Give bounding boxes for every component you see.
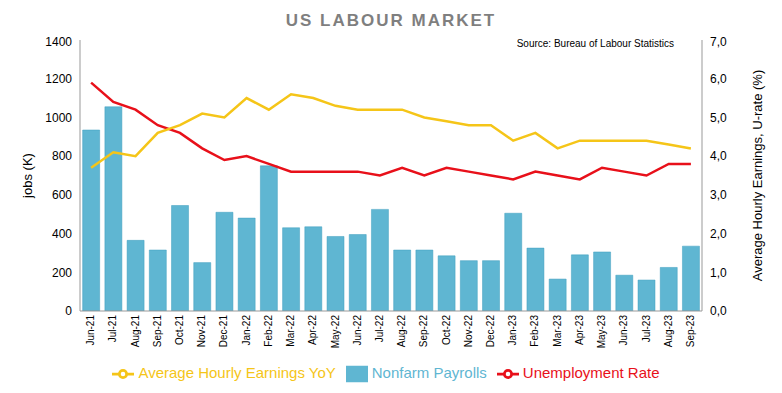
svg-text:Sep-22: Sep-22 — [418, 315, 429, 348]
svg-text:2,0: 2,0 — [710, 227, 727, 241]
svg-text:Oct-21: Oct-21 — [174, 315, 185, 345]
svg-text:Aug-23: Aug-23 — [663, 315, 674, 348]
svg-text:Dec-22: Dec-22 — [485, 315, 496, 348]
html-text:Unemployment Rate: Unemployment Rate — [522, 364, 660, 381]
svg-text:4,0: 4,0 — [710, 149, 727, 163]
svg-text:600: 600 — [52, 188, 72, 202]
svg-text:200: 200 — [52, 266, 72, 280]
html-text:US LABOUR MARKET: US LABOUR MARKET — [285, 11, 497, 30]
svg-text:Average Hourly Earnings, U-rat: Average Hourly Earnings, U-rate (%) — [750, 70, 765, 281]
svg-text:0,0: 0,0 — [710, 304, 727, 318]
svg-text:Nov-22: Nov-22 — [463, 315, 474, 348]
html-text:Source: Bureau of Labour Stati: Source: Bureau of Labour Statistics — [516, 38, 674, 49]
svg-text:400: 400 — [52, 227, 72, 241]
svg-text:Sep-21: Sep-21 — [152, 315, 163, 348]
svg-text:0: 0 — [65, 304, 72, 318]
svg-text:5,0: 5,0 — [710, 111, 727, 125]
svg-text:Apr-22: Apr-22 — [307, 315, 318, 345]
svg-text:1000: 1000 — [45, 111, 72, 125]
svg-text:1400: 1400 — [45, 35, 72, 49]
svg-text:Dec-21: Dec-21 — [218, 315, 229, 348]
svg-text:Jan-22: Jan-22 — [241, 315, 252, 346]
svg-text:Mar-23: Mar-23 — [552, 315, 563, 347]
svg-text:Aug-21: Aug-21 — [130, 315, 141, 348]
svg-text:Jul-22: Jul-22 — [374, 315, 385, 343]
svg-text:Feb-23: Feb-23 — [529, 315, 540, 347]
svg-text:May-22: May-22 — [330, 315, 341, 349]
svg-text:1,0: 1,0 — [710, 266, 727, 280]
svg-text:Sep-23: Sep-23 — [685, 315, 696, 348]
svg-text:6,0: 6,0 — [710, 72, 727, 86]
svg-text:7,0: 7,0 — [710, 35, 727, 49]
svg-text:800: 800 — [52, 149, 72, 163]
svg-text:jobs (K): jobs (K) — [20, 153, 35, 199]
svg-text:Jun-22: Jun-22 — [352, 315, 363, 346]
svg-text:Apr-23: Apr-23 — [574, 315, 585, 345]
svg-text:May-23: May-23 — [596, 315, 607, 349]
svg-text:Jun-23: Jun-23 — [618, 315, 629, 346]
svg-text:Jul-23: Jul-23 — [641, 315, 652, 343]
svg-text:Aug-22: Aug-22 — [396, 315, 407, 348]
html-text:Nonfarm Payrolls: Nonfarm Payrolls — [371, 364, 487, 381]
svg-text:Jan-23: Jan-23 — [507, 315, 518, 346]
svg-text:Feb-22: Feb-22 — [263, 315, 274, 347]
svg-text:Jul-21: Jul-21 — [107, 315, 118, 343]
svg-text:3,0: 3,0 — [710, 188, 727, 202]
html-text:Average Hourly Earnings YoY: Average Hourly Earnings YoY — [138, 364, 336, 381]
svg-text:Nov-21: Nov-21 — [196, 315, 207, 348]
svg-text:Jun-21: Jun-21 — [85, 315, 96, 346]
svg-text:1200: 1200 — [45, 72, 72, 86]
svg-text:Mar-22: Mar-22 — [285, 315, 296, 347]
svg-text:Oct-22: Oct-22 — [441, 315, 452, 345]
